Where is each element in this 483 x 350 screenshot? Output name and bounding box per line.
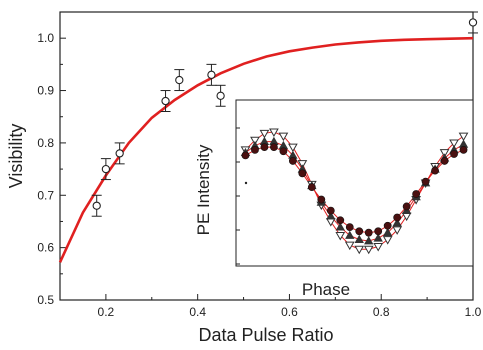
filled-circle-marker <box>459 145 468 154</box>
inset-frame <box>235 99 474 267</box>
x-tick-label: 1.0 <box>465 305 482 319</box>
inset-y-ticks <box>236 127 240 265</box>
filled-circle-marker <box>431 166 439 175</box>
filled-triangle-marker <box>364 236 374 245</box>
filled-circle-marker <box>440 157 449 165</box>
x-axis-title: Data Pulse Ratio <box>198 325 333 345</box>
filled-triangle-marker <box>382 227 393 237</box>
open-triangle-marker <box>335 231 346 241</box>
filled-circle-marker <box>241 151 250 160</box>
fit-curve <box>58 36 474 263</box>
filled-circle-marker <box>307 183 316 192</box>
filled-circle-marker <box>402 202 411 211</box>
data-point <box>91 194 102 217</box>
open-triangle-marker <box>259 129 270 139</box>
filled-triangle-marker <box>326 211 336 220</box>
open-triangle-marker <box>392 226 403 235</box>
data-point <box>100 158 111 181</box>
filled-triangle-marker <box>392 218 402 227</box>
main-x-ticks: 0.2 0.4 0.6 0.8 1.0 <box>59 294 482 319</box>
filled-circle-marker <box>364 228 373 237</box>
open-circle-marker <box>92 201 101 210</box>
open-triangle-marker <box>269 128 279 137</box>
main-y-ticks: 0.5 0.6 0.7 0.8 0.9 1.0 <box>37 31 66 307</box>
open-circle-marker <box>216 91 225 100</box>
open-triangle-marker <box>449 139 459 148</box>
filled-circle-marker <box>450 150 458 158</box>
filled-circle-marker <box>345 223 354 232</box>
open-triangle-marker <box>363 245 374 255</box>
x-tick-label: 0.8 <box>373 305 390 319</box>
inset-x-axis-title: Phase <box>302 280 350 299</box>
open-triangle-marker <box>382 236 393 245</box>
main-plot: 0.2 0.4 0.6 0.8 1.0 0.5 0.6 0.7 0.8 0.9 1.0 Data … <box>6 11 482 345</box>
open-triangle-marker <box>373 242 384 252</box>
open-circle-marker <box>101 164 111 174</box>
filled-circle-marker <box>355 227 364 236</box>
filled-circle-marker <box>298 169 307 178</box>
open-circle-marker <box>161 96 170 106</box>
filled-circle-marker <box>288 157 297 165</box>
filled-circle-marker <box>326 206 335 215</box>
data-point <box>215 84 226 107</box>
visibility-points <box>91 11 478 217</box>
filled-circle-marker <box>279 147 288 156</box>
filled-circle-marker <box>374 227 383 236</box>
inset-plot: Phase PE Intensity <box>194 99 474 299</box>
data-point <box>468 11 478 34</box>
y-tick-label: 0.9 <box>37 84 54 98</box>
filled-triangle-marker <box>335 222 345 231</box>
filled-circle-marker <box>317 195 326 204</box>
open-triangle-marker <box>297 160 308 169</box>
filled-circle-marker <box>270 143 278 152</box>
inset-y-axis-title: PE Intensity <box>194 144 213 235</box>
open-circle-marker <box>207 70 216 79</box>
open-triangle-marker <box>288 143 298 153</box>
filled-circle-marker <box>336 216 345 225</box>
open-circle-marker <box>175 75 184 85</box>
filled-circle-marker <box>260 143 269 152</box>
data-point <box>114 142 125 165</box>
filled-triangle-marker <box>373 233 383 242</box>
open-triangle-marker <box>250 136 260 146</box>
filled-circle-marker <box>412 190 421 198</box>
data-point <box>174 69 185 92</box>
y-tick-label: 1.0 <box>37 31 54 45</box>
y-tick-label: 0.5 <box>37 293 54 307</box>
inset-stray-dot <box>244 181 248 185</box>
open-triangle-marker <box>354 245 365 255</box>
open-triangle-marker <box>344 241 355 251</box>
x-tick-label: 0.4 <box>189 305 206 319</box>
inset-series-points <box>240 128 469 255</box>
data-point <box>206 63 217 86</box>
y-tick-label: 0.7 <box>37 188 54 202</box>
open-triangle-marker <box>278 132 289 142</box>
filled-circle-marker <box>383 221 392 230</box>
filled-triangle-marker <box>345 230 355 239</box>
x-tick-label: 0.6 <box>281 305 298 319</box>
data-point <box>160 90 171 112</box>
open-triangle-marker <box>458 132 469 142</box>
filled-triangle-marker <box>354 234 364 243</box>
y-tick-label: 0.8 <box>37 136 54 150</box>
y-axis-title: Visibility <box>6 124 26 189</box>
open-circle-marker <box>468 18 478 27</box>
filled-circle-marker <box>393 213 402 222</box>
open-triangle-marker <box>439 149 450 158</box>
y-tick-label: 0.6 <box>37 241 54 255</box>
open-circle-marker <box>115 149 124 158</box>
filled-circle-marker <box>421 177 430 186</box>
filled-circle-marker <box>251 145 259 154</box>
x-tick-label: 0.2 <box>98 305 115 319</box>
